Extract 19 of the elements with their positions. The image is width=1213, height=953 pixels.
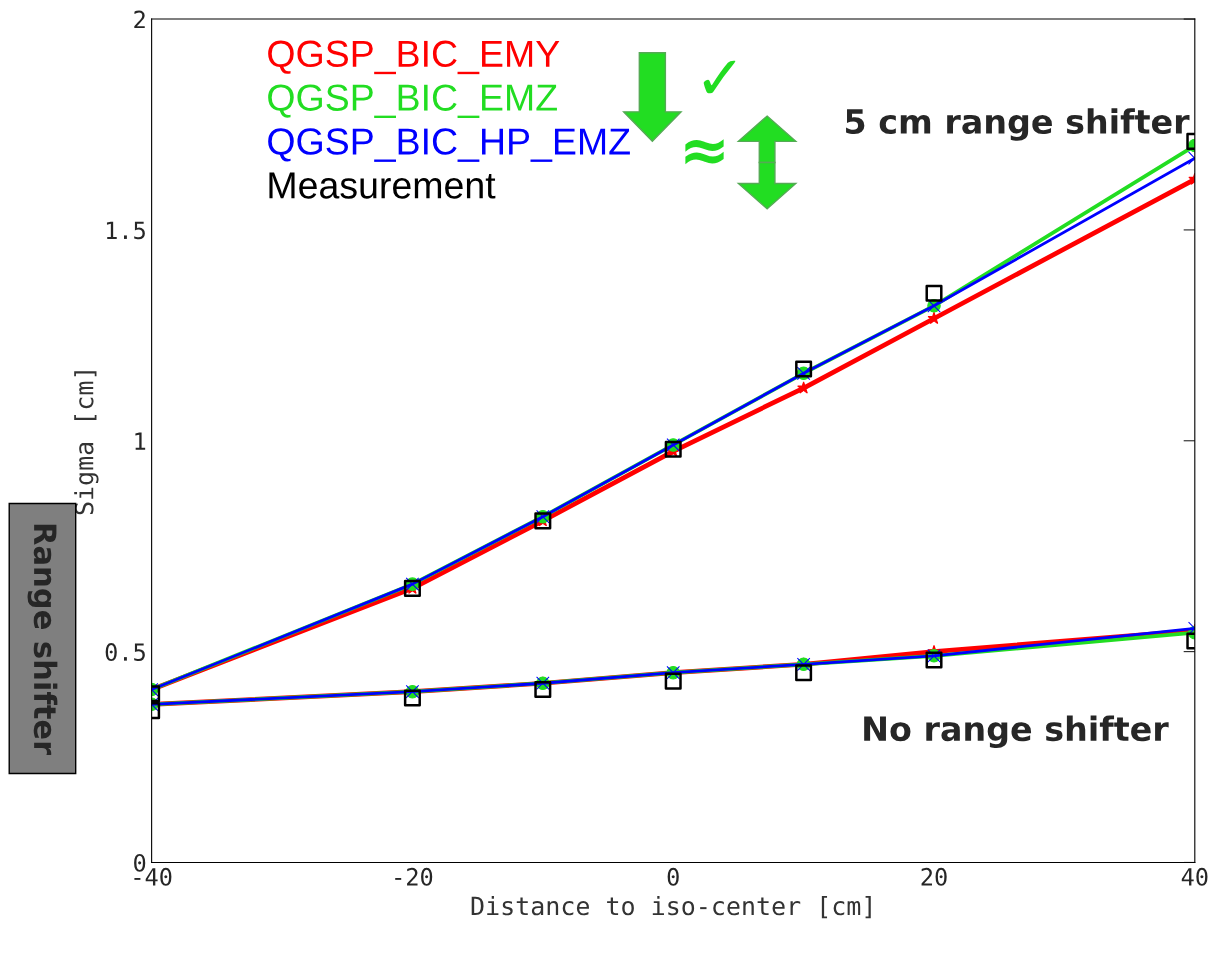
x-tick-label: 40	[1181, 867, 1208, 886]
annotation: No range shifter	[864, 715, 1169, 748]
annotation: ✓	[703, 60, 736, 94]
text: Measurement	[269, 172, 496, 199]
y-tick-label: 1.5	[106, 221, 145, 240]
x-tick-label: 20	[921, 867, 947, 886]
annotation: ≈	[685, 139, 724, 165]
y-tick-label: 1	[135, 432, 146, 450]
x-tick-label: 0	[667, 867, 679, 886]
x-axis-title: Distance to iso-center [cm]	[471, 895, 871, 919]
annotation: 5 cm range shifter	[846, 108, 1190, 141]
legend-label: QGSP_BIC_EMZ	[268, 84, 557, 119]
y-tick-label: 0.5	[105, 643, 145, 661]
y-axis-title: Sigma [cm]	[74, 371, 99, 515]
text: QGSP_BIC_EMY	[268, 40, 560, 75]
x-tick-label: -20	[395, 867, 433, 886]
text: Range shifter	[27, 524, 58, 756]
y-tick-label: 2	[134, 10, 145, 29]
text: QGSP_BIC_HP_EMZ	[268, 128, 630, 162]
